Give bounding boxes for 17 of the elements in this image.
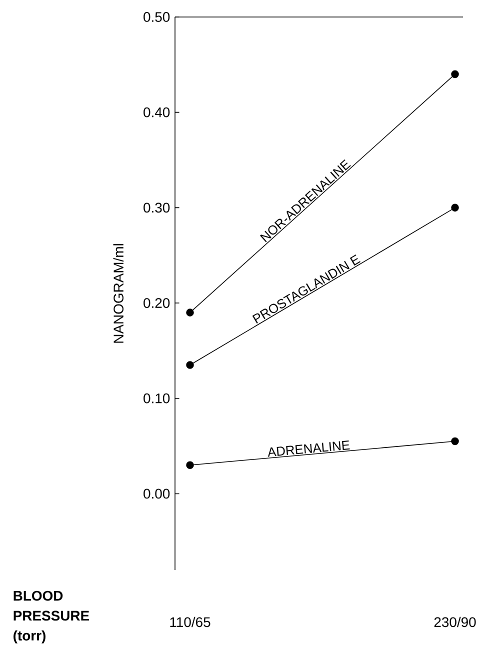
point [186, 461, 194, 470]
x-axis-title: BLOOD PRESSURE (torr) [14, 590, 90, 644]
text: ADRENALINE [268, 440, 350, 457]
y-tick-label: 0.40 [144, 107, 170, 118]
point [451, 437, 459, 446]
y-tick-label: 0.50 [144, 12, 170, 22]
y-tick-label: 0.10 [144, 393, 170, 404]
y-tick-label: 0.00 [144, 488, 170, 499]
y-tick-label: 0.20 [144, 298, 170, 308]
y-tick-label: 0.30 [144, 202, 170, 213]
point [451, 204, 459, 212]
point [186, 308, 194, 316]
y-axis-title: NANOGRAM/ml [113, 244, 124, 343]
point [186, 361, 194, 369]
x-tick-label: 230/90 [434, 616, 476, 628]
x-tick-label: 110/65 [170, 616, 210, 628]
point [451, 70, 459, 78]
